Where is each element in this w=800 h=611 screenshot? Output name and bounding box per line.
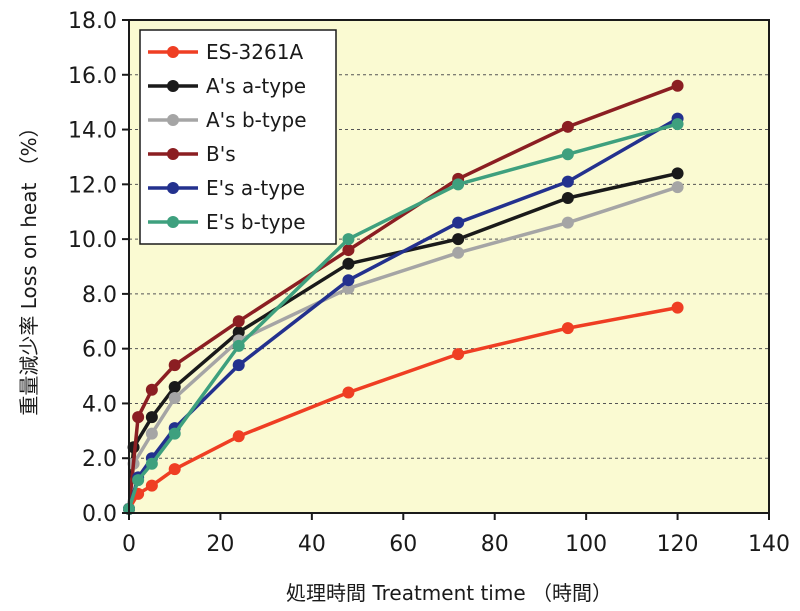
data-point <box>232 339 245 352</box>
x-tick-label: 20 <box>206 532 234 557</box>
x-tick-label: 120 <box>657 532 699 557</box>
legend-item: A's b-type <box>148 108 307 132</box>
data-point <box>232 359 245 372</box>
data-point <box>671 118 684 131</box>
legend-swatch-marker <box>167 182 179 194</box>
legend-item: E's a-type <box>148 176 305 200</box>
data-point <box>168 463 181 476</box>
data-point <box>561 216 574 229</box>
data-point <box>232 315 245 328</box>
x-axis-title: 処理時間 Treatment time （時間） <box>286 581 612 605</box>
data-point <box>342 282 355 295</box>
data-point <box>561 175 574 188</box>
data-point <box>561 148 574 161</box>
data-point <box>168 359 181 372</box>
data-point <box>671 79 684 92</box>
data-point <box>342 244 355 257</box>
legend-swatch-marker <box>167 46 179 58</box>
legend-label: A's a-type <box>206 74 306 98</box>
data-point <box>452 246 465 259</box>
legend: ES-3261A A's a-type A's b-type B's E's a-typ… <box>139 29 337 245</box>
y-tick-label: 0.0 <box>82 502 117 527</box>
legend-label: B's <box>206 142 236 166</box>
data-point <box>145 479 158 492</box>
plot-frame <box>128 19 770 514</box>
data-point <box>671 301 684 314</box>
y-tick-label: 2.0 <box>82 447 117 472</box>
data-point <box>145 427 158 440</box>
data-point <box>168 391 181 404</box>
legend-swatch-marker <box>167 80 179 92</box>
series-es-3261a <box>123 301 684 515</box>
data-point <box>168 381 181 394</box>
data-point <box>671 167 684 180</box>
y-axis-title: 重量減少率 Loss on heat （%） <box>17 117 41 415</box>
data-point <box>168 427 181 440</box>
x-tick-label: 140 <box>748 532 790 557</box>
data-point <box>145 411 158 424</box>
legend-item: A's a-type <box>148 74 306 98</box>
data-point <box>561 120 574 133</box>
data-point <box>145 457 158 470</box>
y-tick-label: 10.0 <box>68 228 117 253</box>
x-tick-label: 0 <box>122 532 136 557</box>
legend-item: B's <box>148 142 236 166</box>
axis-ticks: 0.0 2.0 4.0 6.0 8.0 10.0 12.0 14.0 16.0 18.0 0 20 40… <box>68 9 790 557</box>
y-tick-label: 8.0 <box>82 283 117 308</box>
data-point <box>452 178 465 191</box>
legend-item: ES-3261A <box>148 40 303 64</box>
legend-box <box>139 29 337 245</box>
data-point <box>132 411 145 424</box>
y-tick-label: 14.0 <box>68 119 117 144</box>
legend-swatch-marker <box>167 114 179 126</box>
data-point <box>145 383 158 396</box>
legend-label: E's b-type <box>206 210 306 234</box>
data-point <box>561 322 574 335</box>
data-point <box>342 386 355 399</box>
x-tick-label: 80 <box>481 532 509 557</box>
x-tick-label: 100 <box>565 532 607 557</box>
data-point <box>561 192 574 205</box>
data-point <box>342 274 355 287</box>
data-point <box>342 257 355 270</box>
data-point <box>452 348 465 361</box>
y-tick-label: 12.0 <box>68 173 117 198</box>
data-point <box>132 474 145 487</box>
series-e-s-b-type <box>123 118 684 515</box>
legend-label: A's b-type <box>206 108 307 132</box>
data-point <box>342 233 355 246</box>
x-tick-label: 60 <box>389 532 417 557</box>
y-tick-label: 6.0 <box>82 338 117 363</box>
x-tick-label: 40 <box>298 532 326 557</box>
legend-swatch-marker <box>167 216 179 228</box>
y-tick-label: 16.0 <box>68 64 117 89</box>
y-tick-label: 18.0 <box>68 9 117 34</box>
data-point <box>671 181 684 194</box>
data-point <box>232 430 245 443</box>
y-tick-label: 4.0 <box>82 392 117 417</box>
legend-label: ES-3261A <box>206 40 303 64</box>
data-point <box>232 326 245 339</box>
legend-item: E's b-type <box>148 210 306 234</box>
legend-label: E's a-type <box>206 176 305 200</box>
legend-swatch-marker <box>167 148 179 160</box>
data-point <box>452 233 465 246</box>
data-point <box>452 216 465 229</box>
